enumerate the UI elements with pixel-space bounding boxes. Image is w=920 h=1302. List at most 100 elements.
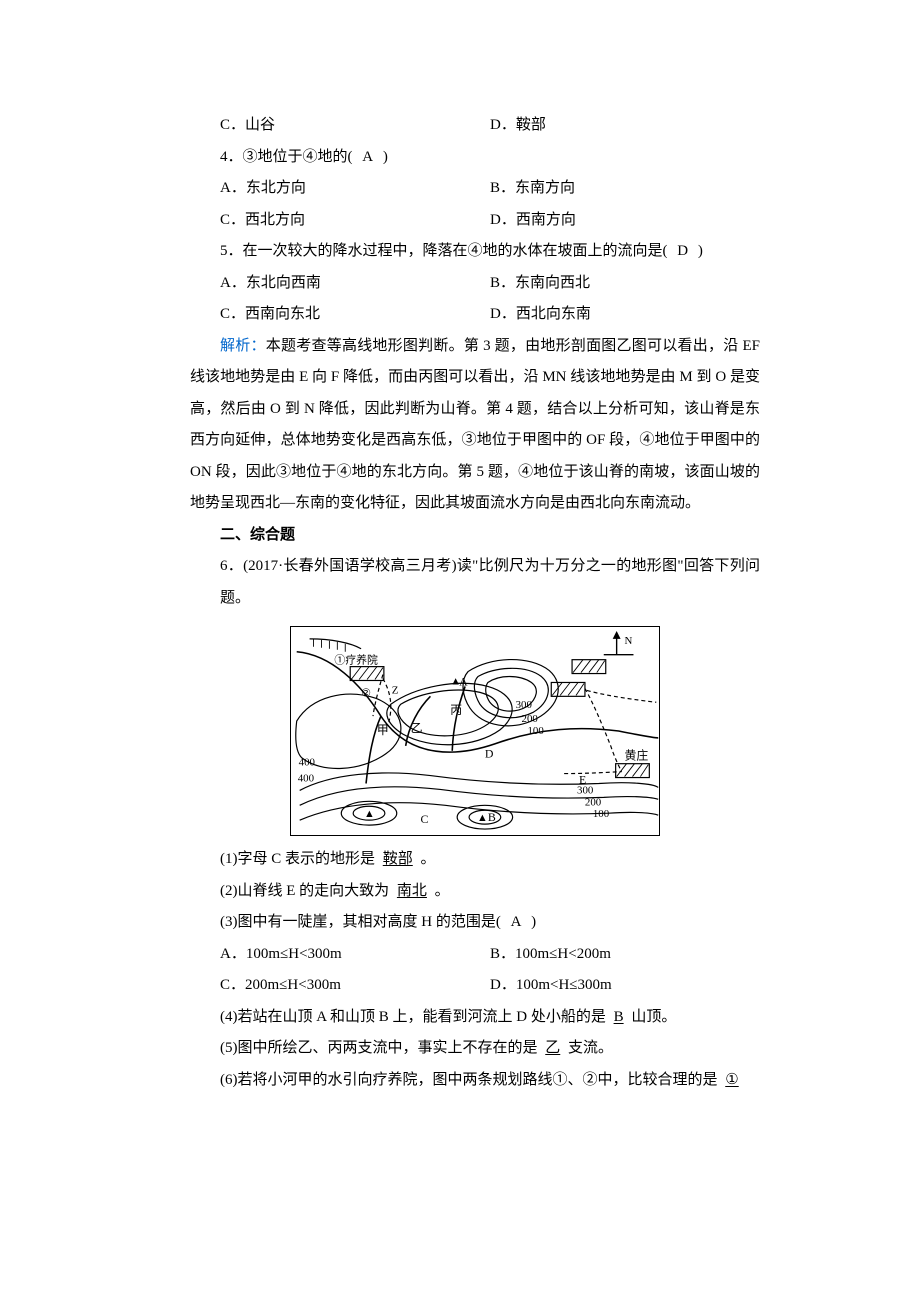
q6-6-ans: ① (721, 1072, 742, 1088)
c100: 100 (527, 725, 544, 737)
q6-1: (1)字母 C 表示的地形是 鞍部 。 (190, 844, 760, 876)
c200b: 200 (585, 796, 602, 808)
opt-letter: D (490, 306, 501, 322)
q6-3-cd: C．200m≤H<300m D．100m<H≤300m (190, 970, 760, 1002)
c400b: 400 (298, 773, 315, 785)
q6-3-a: A．100m≤H<300m (220, 939, 490, 971)
road-e-lower (564, 772, 621, 774)
q5-option-a: A．东北向西南 (220, 268, 490, 300)
opt-text: ．西北方向 (230, 212, 305, 228)
label-C: C (421, 812, 429, 826)
sanatorium: ①疗养院 (334, 653, 384, 681)
q6-6: (6)若将小河甲的水引向疗养院，图中两条规划路线①、②中，比较合理的是 ① (190, 1065, 760, 1097)
contour-400-l: 400 (299, 757, 316, 769)
huangzhuang: 黄庄 (616, 749, 650, 778)
q6-map-figure: N ①疗养院 (190, 626, 760, 836)
q6-3-b: B．100m≤H<200m (490, 939, 760, 971)
q6-1-pre: (1)字母 C 表示的地形是 (220, 851, 375, 867)
opt-text: ．鞍部 (501, 117, 546, 133)
opt-text: ．西南方向 (501, 212, 576, 228)
opt-letter: B (490, 946, 500, 962)
q5-answer: D (671, 243, 694, 259)
q5-option-d: D．西北向东南 (490, 299, 760, 331)
route1-label: ② (361, 687, 371, 699)
q5-option-c: C．西南向东北 (220, 299, 490, 331)
q6-4: (4)若站在山顶 A 和山顶 B 上，能看到河流上 D 处小船的是 B 山顶。 (190, 1002, 760, 1034)
opt-letter: A (220, 180, 231, 196)
q5-options-ab: A．东北向西南 B．东南向西北 (190, 268, 760, 300)
q6-3-ab: A．100m≤H<300m B．100m≤H<200m (190, 939, 760, 971)
q6-3-post: ) (531, 914, 536, 930)
c200: 200 (522, 713, 539, 725)
q6-stem: 6．(2017·长春外国语学校高三月考)读"比例尺为十万分之一的地形图"回答下列… (190, 551, 760, 614)
q6-3-pre: (3)图中有一陡崖，其相对高度 H 的范围是( (220, 914, 501, 930)
q4-option-c: C．西北方向 (220, 205, 490, 237)
label-D: D (485, 747, 494, 761)
q6-2-pre: (2)山脊线 E 的走向大致为 (220, 883, 389, 899)
river-bing (452, 686, 465, 750)
compass-icon: N (604, 631, 634, 655)
q3-option-c: C．山谷 (220, 110, 490, 142)
q4-options-cd: C．西北方向 D．西南方向 (190, 205, 760, 237)
opt-letter: D (490, 212, 501, 228)
q5-option-b: B．东南向西北 (490, 268, 760, 300)
opt-letter: C (220, 977, 230, 993)
analysis-label: 解析： (220, 338, 266, 354)
q6-3-d: D．100m<H≤300m (490, 970, 760, 1002)
q5-stem-post: ) (698, 243, 703, 259)
q5-options-cd: C．西南向东北 D．西北向东南 (190, 299, 760, 331)
peak-left-mark: ▲ (364, 808, 375, 820)
q6-4-post: 山顶。 (631, 1009, 676, 1025)
opt-text: ．100m≤H<200m (500, 946, 611, 962)
q6-5-ans: 乙 (541, 1040, 564, 1056)
label-bing: 丙 (450, 703, 462, 717)
opt-text: ．西南向东北 (230, 306, 320, 322)
opt-text: ．西北向东南 (501, 306, 591, 322)
opt-letter: C (220, 117, 230, 133)
q4-option-d: D．西南方向 (490, 205, 760, 237)
q6-6-pre: (6)若将小河甲的水引向疗养院，图中两条规划路线①、②中，比较合理的是 (220, 1072, 718, 1088)
q6-2-post: 。 (435, 883, 450, 899)
q5-stem-pre: 5．在一次较大的降水过程中，降落在④地的水体在坡面上的流向是( (220, 243, 668, 259)
peak-B: B (488, 810, 496, 824)
q6-1-ans: 鞍部 (379, 851, 417, 867)
opt-text: ．100m<H≤300m (501, 977, 612, 993)
q4-stem-pre: 4．③地位于④地的( (220, 149, 353, 165)
q6-2: (2)山脊线 E 的走向大致为 南北 。 (190, 876, 760, 908)
q3-option-d: D．鞍部 (490, 110, 760, 142)
opt-text: ．东北向西南 (231, 275, 321, 291)
contours-bottom: ▲ ▲ B C 400 300 200 100 E (298, 772, 659, 829)
opt-text: ．东南向西北 (500, 275, 590, 291)
opt-letter: D (490, 977, 501, 993)
q6-3-stem: (3)图中有一陡崖，其相对高度 H 的范围是( A ) (190, 907, 760, 939)
contours-left: 400 (296, 683, 512, 768)
q3-options-cd: C．山谷 D．鞍部 (190, 110, 760, 142)
opt-text: ．200m≤H<300m (230, 977, 341, 993)
q4-stem-post: ) (383, 149, 388, 165)
building-box-2 (551, 682, 585, 696)
q6-5-pre: (5)图中所绘乙、丙两支流中，事实上不存在的是 (220, 1040, 538, 1056)
q4-answer: A (356, 149, 379, 165)
label-yi: 乙 (411, 721, 423, 735)
q6-5-post: 支流。 (568, 1040, 613, 1056)
peak-A: A (459, 674, 468, 688)
route2-label: Z (392, 684, 399, 696)
q6-4-ans: B (610, 1009, 628, 1025)
label-jia: 甲 (377, 723, 389, 737)
analysis-text: 本题考查等高线地形图判断。第 3 题，由地形剖面图乙图可以看出，沿 EF 线该地… (190, 338, 760, 512)
opt-text: ．100m≤H<300m (231, 946, 342, 962)
building-box-1 (572, 660, 606, 674)
q4-option-a: A．东北方向 (220, 173, 490, 205)
cliff-marks (310, 639, 362, 652)
opt-letter: A (220, 946, 231, 962)
opt-letter: C (220, 306, 230, 322)
opt-letter: A (220, 275, 231, 291)
opt-text: ．东北方向 (231, 180, 306, 196)
q6-3-ans: A (505, 914, 528, 930)
opt-letter: B (490, 180, 500, 196)
q4-options-ab: A．东北方向 B．东南方向 (190, 173, 760, 205)
opt-text: ．东南方向 (500, 180, 575, 196)
c100b: 100 (593, 808, 610, 820)
q5-stem: 5．在一次较大的降水过程中，降落在④地的水体在坡面上的流向是( D ) (190, 236, 760, 268)
opt-letter: B (490, 275, 500, 291)
